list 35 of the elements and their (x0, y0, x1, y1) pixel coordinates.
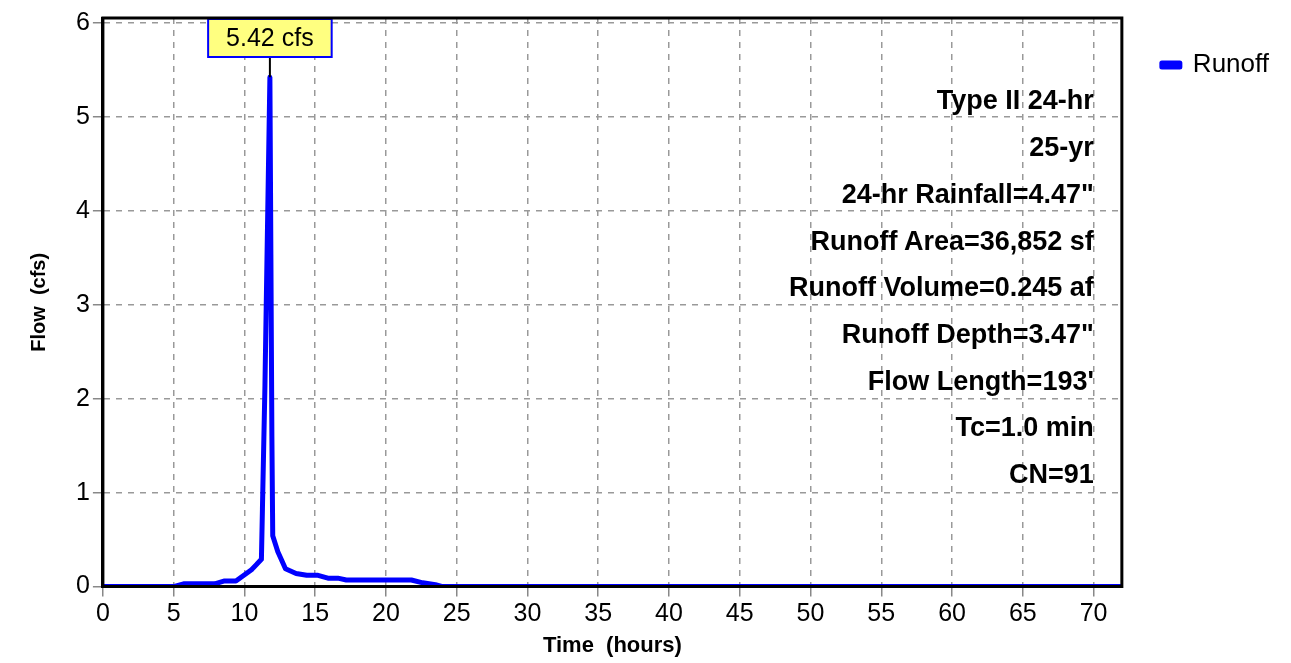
annotation: 5.42 cfs (226, 22, 314, 51)
y-tick-label: 0 (76, 570, 90, 599)
x-tick-label: 15 (301, 598, 330, 627)
x-axis-title: Time (hours) (542, 631, 682, 657)
x-tick-label: 60 (938, 598, 966, 627)
annotation: Type II 24-hr (936, 85, 1095, 116)
annotation: 25-yr (1029, 132, 1095, 163)
annotation: Runoff Area=36,852 sf (810, 225, 1095, 256)
annotation: Flow Length=193' (867, 365, 1094, 396)
y-tick-label: 6 (76, 6, 90, 35)
x-tick-label: 25 (442, 598, 471, 627)
y-axis-title: Flow (cfs) (26, 252, 49, 352)
y-tick-label: 3 (76, 288, 90, 317)
x-tick-label: 65 (1008, 598, 1037, 627)
x-tick-label: 30 (513, 598, 542, 627)
annotation: 24-hr Rainfall=4.47" (841, 178, 1094, 209)
y-tick-label: 5 (76, 100, 90, 129)
x-tick-label: 40 (655, 598, 683, 627)
x-tick-label: 70 (1079, 598, 1108, 627)
x-tick-label: 50 (796, 598, 825, 627)
annotation: CN=91 (1009, 459, 1094, 490)
annotation: Runoff Depth=3.47" (841, 318, 1094, 349)
x-tick-label: 35 (584, 598, 613, 627)
x-tick-label: 55 (867, 598, 896, 627)
x-tick-label: 20 (372, 598, 400, 627)
annotation: Tc=1.0 min (955, 412, 1094, 443)
y-tick-label: 2 (76, 382, 90, 411)
x-tick-label: 0 (95, 598, 110, 627)
annotation: Runoff Volume=0.245 af (789, 272, 1095, 303)
x-tick-label: 10 (230, 598, 259, 627)
y-tick-label: 4 (76, 194, 90, 223)
legend-label: Runoff (1192, 48, 1270, 79)
x-tick-label: 45 (725, 598, 754, 627)
y-tick-label: 1 (76, 476, 90, 505)
x-tick-label: 5 (166, 598, 181, 627)
